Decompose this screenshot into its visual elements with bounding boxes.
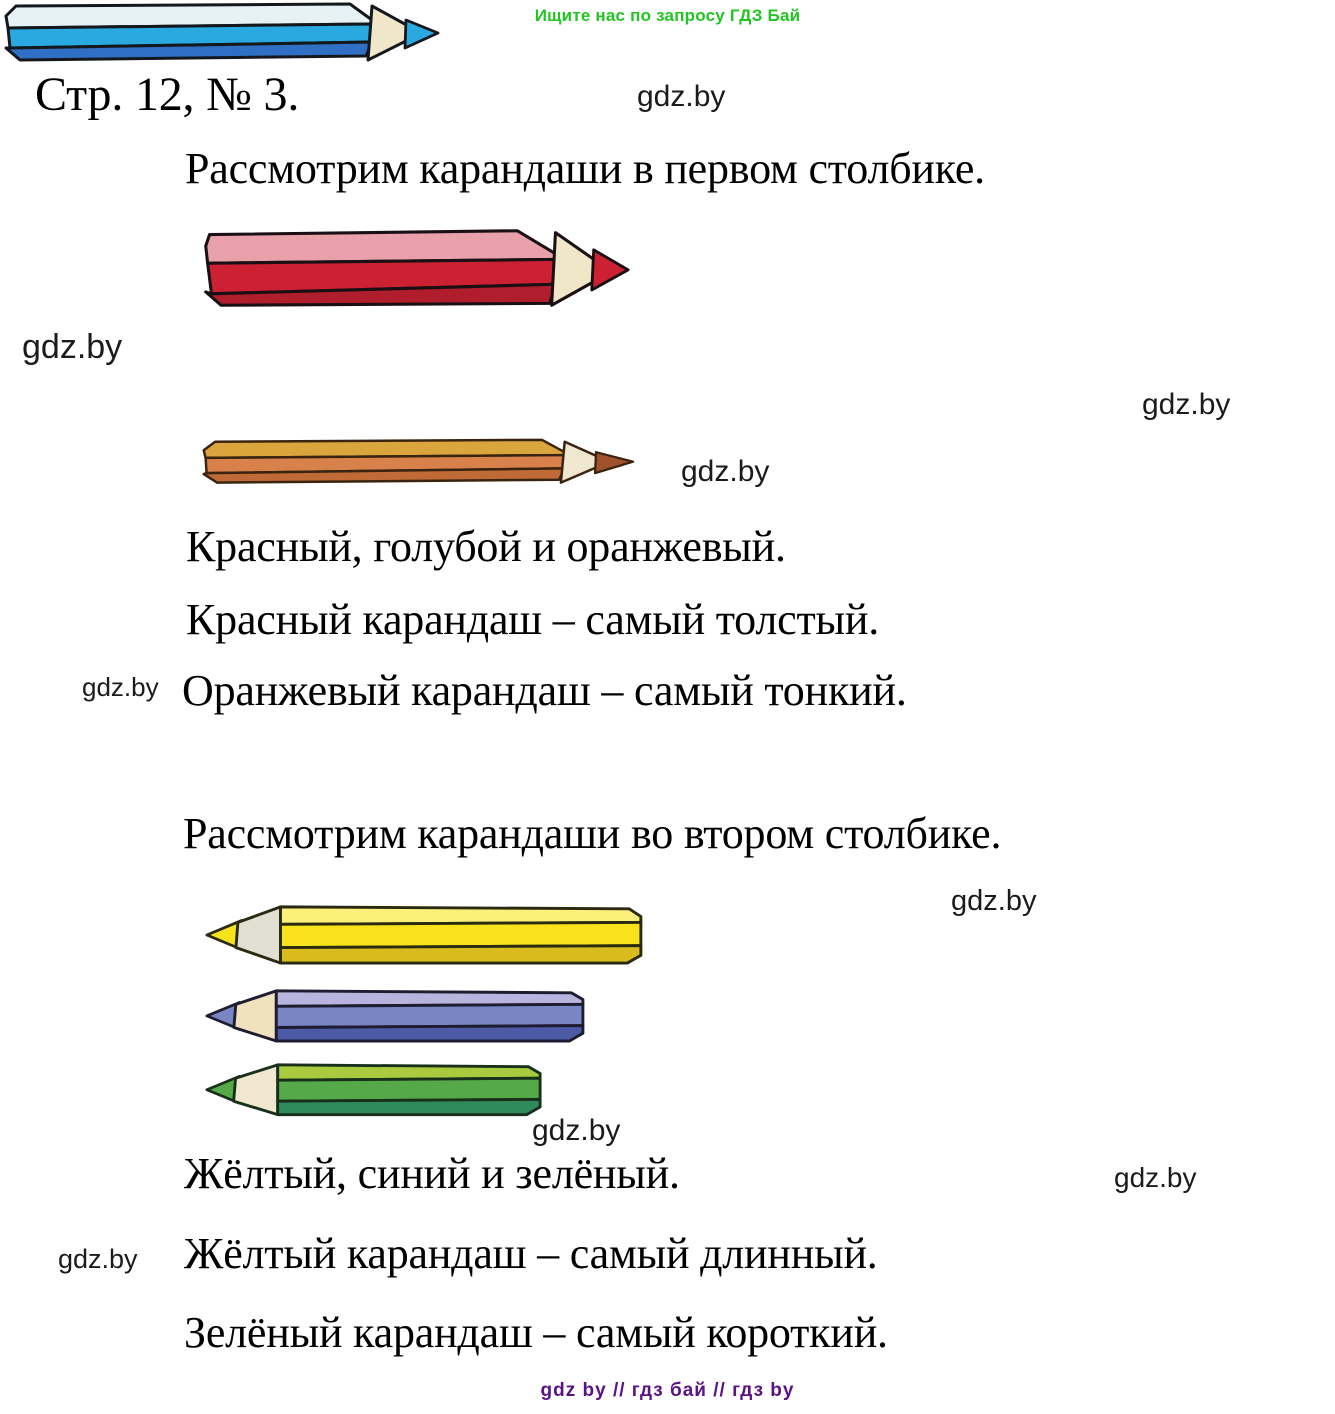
blue-violet-pencil	[203, 987, 608, 1047]
watermark-gdz-5: gdz.by	[951, 885, 1037, 917]
watermark-gdz-7: gdz.by	[1114, 1162, 1197, 1193]
red-pencil	[200, 225, 630, 311]
statement-longest: Жёлтый карандаш – самый длинный.	[184, 1229, 878, 1278]
green-pencil	[203, 1061, 565, 1120]
watermark-gdz-0: gdz.by	[637, 80, 726, 113]
section-heading-first-column: Рассмотрим карандаши в первом столбике.	[185, 144, 985, 193]
watermark-gdz-4: gdz.by	[82, 672, 159, 702]
statement-thinnest: Оранжевый карандаш – самый тонкий.	[182, 666, 907, 715]
site-promo-banner: Ищите нас по запросу ГДЗ Бай	[534, 6, 801, 25]
watermark-gdz-2: gdz.by	[1142, 388, 1231, 421]
page-reference-title: Стр. 12, № 3.	[35, 68, 300, 121]
watermark-gdz-6: gdz.by	[532, 1114, 621, 1147]
orange-pencil	[198, 437, 635, 488]
yellow-pencil	[203, 903, 668, 969]
statement-shortest: Зелёный карандаш – самый короткий.	[184, 1308, 888, 1357]
statement-thickest: Красный карандаш – самый толстый.	[186, 595, 880, 644]
section-heading-second-column: Рассмотрим карандаши во втором столбике.	[183, 809, 1002, 858]
watermark-gdz-3: gdz.by	[681, 455, 770, 488]
site-footer-note: gdz by // гдз бай // гдз by	[540, 1380, 795, 1401]
watermark-gdz-1: gdz.by	[22, 328, 123, 366]
statement-colors-second: Жёлтый, синий и зелёный.	[184, 1149, 680, 1198]
light-blue-pencil	[0, 0, 440, 66]
watermark-gdz-8: gdz.by	[58, 1244, 138, 1274]
statement-colors-first: Красный, голубой и оранжевый.	[186, 522, 786, 571]
